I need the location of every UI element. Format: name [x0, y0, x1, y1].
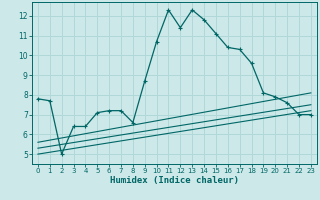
X-axis label: Humidex (Indice chaleur): Humidex (Indice chaleur) — [110, 176, 239, 185]
